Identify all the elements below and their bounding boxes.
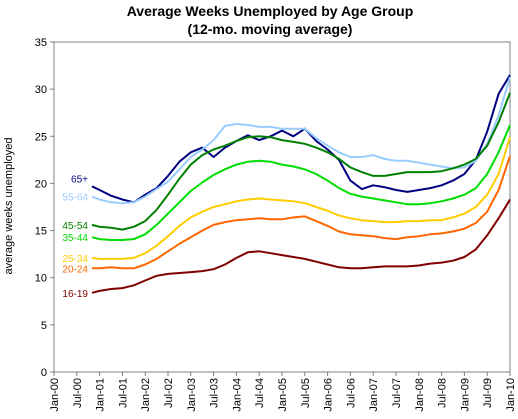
series-label-55-64: 55-64	[62, 193, 88, 204]
x-tick-label: Jan-01	[95, 378, 107, 412]
series-line-55-64	[91, 76, 511, 205]
x-tick-label: Jan-03	[186, 378, 198, 412]
x-tick-label: Jan-02	[140, 378, 152, 412]
series-line-16-19	[91, 198, 511, 294]
x-tick-label: Jul-07	[391, 378, 403, 408]
series-label-25-34: 25-34	[62, 254, 88, 265]
series-line-65+	[91, 74, 511, 204]
y-tick-label: 10	[35, 273, 47, 285]
series-line-20-24	[92, 155, 511, 270]
series-line-25-34	[91, 136, 511, 260]
x-tick-label: Jul-00	[72, 378, 84, 408]
x-tick-label: Jan-10	[505, 378, 517, 412]
x-tick-label: Jan-06	[323, 378, 335, 412]
x-tick-label: Jul-02	[163, 378, 175, 408]
y-axis-label: average weeks unemployed	[3, 138, 15, 275]
x-tick-label: Jan-08	[414, 378, 426, 412]
y-tick-label: 35	[35, 37, 47, 49]
x-tick-label: Jul-01	[117, 378, 129, 408]
x-tick-label: Jan-07	[368, 378, 380, 412]
x-tick-label: Jul-03	[209, 378, 221, 408]
x-tick-label: Jan-00	[49, 378, 61, 412]
plot-frame	[53, 41, 511, 373]
chart-subtitle: (12-mo. moving average)	[188, 21, 353, 37]
series-line-35-44	[91, 124, 511, 241]
x-tick-label: Jul-09	[482, 378, 494, 408]
x-tick-label: Jan-09	[459, 378, 471, 412]
series-label-16-19: 16-19	[62, 289, 88, 300]
x-tick-label: Jul-04	[254, 378, 266, 408]
x-tick-label: Jan-05	[277, 378, 289, 412]
plot-area: 0 5 10 15 20 25 30 35 Jan-00 Jul-00 Jan-01 Jul-01 Ja…	[35, 37, 517, 412]
series-line-45-54	[91, 92, 511, 231]
x-tick-label: Jul-05	[300, 378, 312, 408]
chart-title: Average Weeks Unemployed by Age Group	[127, 3, 414, 19]
series-label-35-44: 35-44	[62, 233, 88, 244]
y-tick-label: 5	[41, 320, 47, 332]
series-label-45-54: 45-54	[62, 221, 88, 232]
series-label-65+: 65+	[71, 175, 88, 186]
x-tick-label: Jan-04	[231, 378, 243, 412]
x-tick-label: Jul-06	[345, 378, 357, 408]
y-tick-label: 0	[41, 367, 47, 379]
y-tick-label: 25	[35, 131, 47, 143]
y-tick-label: 20	[35, 178, 47, 190]
series-label-20-24: 20-24	[62, 264, 88, 275]
y-tick-label: 15	[35, 226, 47, 238]
y-tick-label: 30	[35, 84, 47, 96]
x-tick-label: Jul-08	[437, 378, 449, 408]
